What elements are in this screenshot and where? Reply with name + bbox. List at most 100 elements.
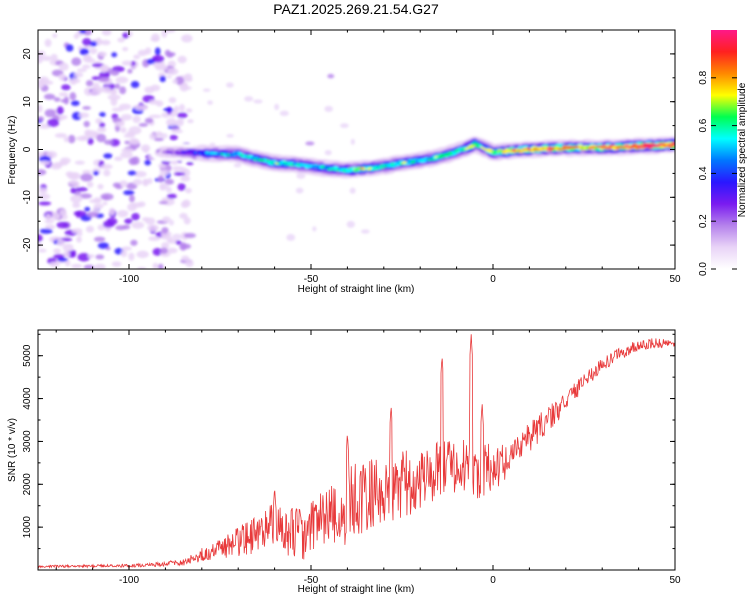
- noise-mark: [112, 182, 121, 188]
- colorbar-label: Normalized spectral amplitude: [737, 82, 748, 217]
- noise-mark: [134, 105, 148, 111]
- noise-mark: [72, 202, 81, 209]
- noise-mark: [129, 194, 135, 203]
- noise-mark: [349, 187, 356, 194]
- noise-mark: [154, 47, 161, 56]
- noise-mark: [109, 138, 120, 147]
- noise-mark: [123, 133, 136, 139]
- colorbar-tick-label: 0.2: [698, 214, 709, 228]
- ridge-mark: [248, 155, 254, 159]
- noise-mark: [184, 187, 192, 194]
- noise-mark: [75, 187, 88, 192]
- spectrogram-y-label: Frequency (Hz): [7, 116, 18, 185]
- noise-mark: [38, 193, 51, 200]
- noise-mark: [161, 227, 169, 234]
- noise-mark: [179, 103, 185, 112]
- noise-mark: [39, 160, 51, 166]
- noise-mark: [102, 201, 108, 206]
- noise-mark: [38, 155, 51, 163]
- x-tick-label: -100: [119, 575, 139, 586]
- noise-mark: [98, 51, 107, 57]
- noise-mark: [53, 248, 61, 254]
- noise-mark: [274, 103, 280, 111]
- noise-mark: [73, 72, 84, 78]
- noise-mark: [71, 228, 83, 234]
- noise-mark: [122, 47, 129, 52]
- noise-mark: [78, 112, 90, 119]
- noise-mark: [117, 37, 125, 43]
- noise-mark: [226, 134, 234, 138]
- noise-mark: [77, 232, 83, 237]
- noise-mark: [62, 243, 74, 252]
- noise-mark: [93, 170, 99, 176]
- noise-mark: [119, 86, 127, 95]
- noise-mark: [164, 178, 175, 185]
- colorbar: 0.0 0.2 0.4 0.6 0.8 Normalized spectral ampl…: [698, 30, 748, 276]
- noise-mark: [100, 164, 113, 170]
- noise-mark: [179, 242, 187, 251]
- noise-mark: [58, 62, 69, 71]
- noise-mark: [70, 194, 83, 203]
- noise-mark: [159, 182, 169, 190]
- colorbar-tick-label: 0.6: [698, 118, 709, 132]
- noise-mark: [84, 206, 91, 212]
- noise-mark: [140, 144, 151, 152]
- noise-mark: [108, 207, 116, 216]
- noise-mark: [159, 75, 166, 83]
- noise-mark: [76, 68, 87, 73]
- noise-mark: [131, 156, 140, 165]
- noise-mark: [167, 68, 179, 76]
- noise-mark: [94, 263, 106, 269]
- noise-mark: [91, 86, 99, 92]
- noise-mark: [97, 224, 106, 231]
- noise-mark: [121, 246, 132, 251]
- spectrogram-marks: [38, 30, 675, 269]
- noise-mark: [124, 140, 130, 145]
- spectrogram-x-ticks: -100 -50 0 50: [55, 30, 681, 285]
- noise-mark: [152, 262, 159, 269]
- noise-mark: [124, 218, 133, 224]
- noise-mark: [179, 212, 188, 219]
- noise-mark: [165, 30, 176, 33]
- noise-mark: [340, 123, 349, 129]
- noise-mark: [103, 169, 111, 177]
- noise-mark: [101, 86, 111, 93]
- noise-mark: [160, 247, 168, 254]
- noise-mark: [97, 183, 104, 190]
- y-tick-label: 20: [22, 48, 33, 60]
- noise-mark: [164, 49, 171, 57]
- noise-mark: [86, 181, 94, 188]
- noise-mark: [279, 110, 289, 117]
- noise-mark: [44, 38, 52, 48]
- noise-mark: [68, 180, 80, 186]
- noise-mark: [146, 58, 156, 65]
- noise-mark: [118, 180, 128, 188]
- x-tick-label: 50: [669, 575, 681, 586]
- noise-mark: [104, 139, 114, 145]
- noise-mark: [87, 58, 96, 64]
- noise-mark: [79, 48, 90, 56]
- noise-mark: [82, 106, 91, 110]
- noise-mark: [115, 76, 129, 84]
- noise-mark: [93, 203, 104, 210]
- noise-mark: [99, 122, 106, 129]
- noise-mark: [157, 175, 164, 183]
- noise-mark: [324, 105, 334, 112]
- noise-mark: [97, 242, 109, 249]
- noise-mark: [38, 234, 43, 242]
- noise-mark: [114, 156, 123, 161]
- noise-mark: [120, 126, 127, 134]
- noise-mark: [38, 104, 43, 113]
- noise-mark: [120, 151, 133, 159]
- noise-mark: [161, 242, 170, 249]
- noise-mark: [52, 33, 58, 38]
- noise-mark: [53, 97, 61, 102]
- noise-mark: [305, 141, 315, 146]
- noise-mark: [110, 88, 117, 96]
- noise-mark: [44, 224, 56, 230]
- noise-mark: [148, 236, 161, 242]
- noise-mark: [53, 161, 63, 168]
- noise-mark: [156, 133, 164, 137]
- noise-mark: [70, 249, 77, 258]
